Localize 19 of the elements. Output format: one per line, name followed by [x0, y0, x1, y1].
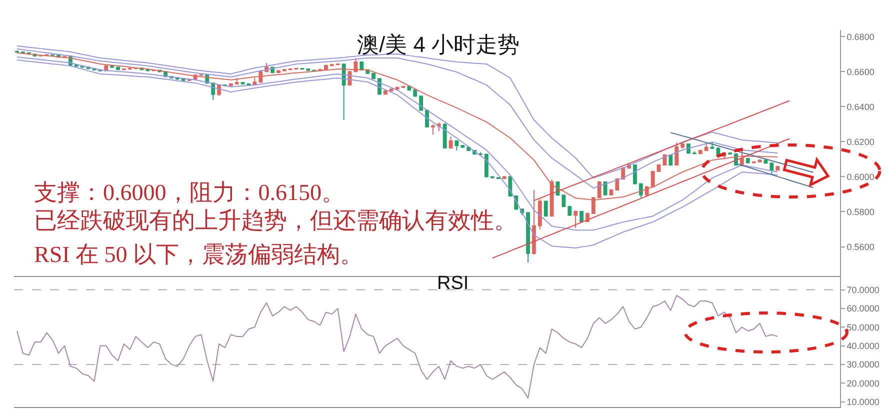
chart-title: RSI [437, 273, 469, 294]
y-tick-label: 60.0000 [846, 304, 880, 314]
y-tick-label: 10.0000 [846, 396, 880, 407]
y-tick-label: 0.6400 [846, 102, 874, 112]
y-tick-label: 20.0000 [846, 378, 880, 388]
y-tick-label: 0.5600 [846, 242, 874, 252]
y-tick-label: 0.5800 [846, 206, 874, 217]
y-tick-label: 40.0000 [846, 340, 880, 351]
y-tick-label: 0.6600 [846, 66, 874, 77]
annotation: 已经跌破现有的上升趋势，但还需确认有效性。 [34, 208, 517, 233]
y-tick-label: 0.6200 [846, 136, 874, 147]
y-tick-label: 0.6000 [846, 172, 874, 182]
y-tick-label: 0.6800 [846, 32, 874, 42]
annotation: 支撑：0.6000，阻力：0.6150。 [34, 180, 344, 205]
y-tick-label: 50.0000 [846, 322, 880, 332]
annotation: RSI 在 50 以下，震荡偏弱结构。 [34, 242, 364, 267]
y-tick-label: 70.0000 [846, 284, 880, 295]
y-tick-label: 30.0000 [846, 360, 880, 370]
chart-title: 澳/美 4 小时走势 [357, 32, 520, 57]
